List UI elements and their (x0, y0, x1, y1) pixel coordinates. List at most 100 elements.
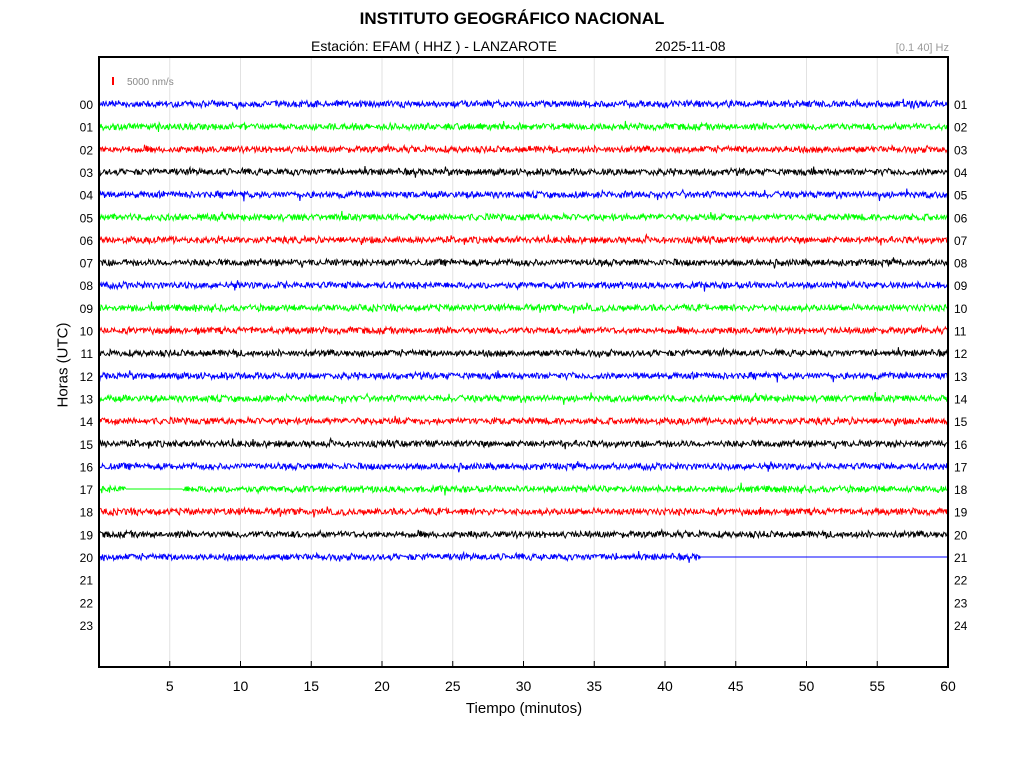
hour-label-left: 00 (80, 98, 94, 112)
trace-hour-20 (98, 550, 948, 563)
x-axis-label: Tiempo (minutos) (465, 700, 583, 717)
hour-label-left: 16 (80, 460, 94, 474)
hour-label-left: 11 (81, 347, 94, 361)
trace-segment (98, 415, 948, 427)
trace-segment (98, 436, 948, 450)
x-tick-label: 10 (233, 678, 249, 694)
hour-label-left: 14 (80, 415, 94, 429)
hour-label-right: 24 (954, 619, 968, 633)
trace-hour-19 (98, 528, 948, 540)
hour-label-left: 13 (80, 392, 94, 406)
hour-label-left: 20 (80, 551, 94, 565)
hour-label-right: 18 (954, 483, 968, 497)
hour-label-left: 15 (80, 438, 94, 452)
hour-label-right: 16 (954, 438, 968, 452)
trace-hour-00 (98, 98, 948, 111)
x-tick-label: 25 (445, 678, 461, 694)
trace-hour-09 (98, 301, 948, 314)
x-tick-label: 60 (940, 678, 956, 694)
x-tick-label: 45 (728, 678, 744, 694)
trace-hour-08 (98, 279, 948, 292)
station-label: Estación: EFAM ( HHZ ) - LANZAROTE (311, 38, 557, 54)
hour-label-left: 22 (80, 596, 94, 610)
hour-label-right: 21 (954, 551, 968, 565)
trace-hour-18 (98, 506, 948, 518)
hour-label-right: 10 (954, 302, 968, 316)
date-label: 2025-11-08 (655, 38, 726, 54)
hour-label-left: 06 (80, 234, 94, 248)
hour-label-right: 05 (954, 189, 968, 203)
hour-label-left: 05 (80, 211, 94, 225)
trace-segment (98, 370, 948, 383)
trace-segment (182, 482, 948, 496)
trace-segment (98, 346, 948, 359)
trace-hour-02 (98, 142, 948, 155)
hour-label-right: 08 (954, 257, 968, 271)
hour-label-left: 02 (80, 143, 94, 157)
hour-label-right: 04 (954, 166, 968, 180)
hour-label-left: 19 (80, 528, 94, 542)
x-tick-label: 55 (869, 678, 885, 694)
trace-segment (98, 324, 948, 336)
hour-label-right: 15 (954, 415, 968, 429)
filter-band-label: [0.1 40] Hz (895, 42, 949, 54)
trace-hour-11 (98, 346, 948, 359)
hour-label-left: 08 (80, 279, 94, 293)
x-tick-label: 50 (799, 678, 815, 694)
hour-label-left: 01 (80, 121, 94, 135)
trace-segment (98, 301, 948, 314)
hour-label-right: 22 (954, 574, 968, 588)
trace-segment (98, 142, 948, 155)
trace-segment (98, 98, 948, 111)
trace-segment (98, 188, 948, 202)
x-tick-label: 30 (516, 678, 532, 694)
hour-label-left: 09 (80, 302, 94, 316)
hour-label-right: 19 (954, 506, 968, 520)
trace-hour-07 (98, 257, 948, 269)
trace-segment (98, 392, 948, 405)
trace-segment (98, 550, 701, 563)
trace-segment (98, 461, 948, 473)
hour-label-left: 18 (80, 506, 94, 520)
trace-hour-05 (98, 210, 948, 223)
x-tick-label: 15 (303, 678, 319, 694)
chart-title: INSTITUTO GEOGRÁFICO NACIONAL (359, 9, 665, 28)
hour-label-left: 04 (80, 189, 94, 203)
trace-hour-16 (98, 461, 948, 473)
trace-segment (98, 210, 948, 223)
trace-hour-03 (98, 165, 948, 178)
hour-label-right: 11 (954, 325, 967, 339)
trace-segment (98, 257, 948, 269)
trace-hour-01 (98, 120, 948, 132)
hour-label-right: 07 (954, 234, 968, 248)
x-tick-label: 40 (657, 678, 673, 694)
trace-hour-06 (98, 233, 948, 246)
x-tick-label: 20 (374, 678, 390, 694)
hour-label-left: 17 (80, 483, 94, 497)
hour-label-right: 20 (954, 528, 968, 542)
x-tick-label: 5 (166, 678, 174, 694)
trace-segment (98, 279, 948, 292)
hour-label-left: 03 (80, 166, 94, 180)
hour-label-right: 03 (954, 143, 968, 157)
hour-label-right: 09 (954, 279, 968, 293)
hour-label-right: 13 (954, 370, 968, 384)
hour-label-left: 10 (80, 325, 94, 339)
trace-segment (98, 528, 948, 540)
hour-label-right: 06 (954, 211, 968, 225)
hour-label-right: 14 (954, 392, 968, 406)
trace-segment (98, 120, 948, 132)
trace-hour-04 (98, 188, 948, 202)
trace-segment (98, 165, 948, 178)
trace-segment (98, 506, 948, 518)
trace-hour-10 (98, 324, 948, 336)
hour-label-right: 01 (954, 98, 968, 112)
hour-label-right: 12 (954, 347, 968, 361)
x-tick-label: 35 (586, 678, 602, 694)
trace-hour-14 (98, 415, 948, 427)
hour-label-right: 02 (954, 121, 968, 135)
hour-label-right: 23 (954, 596, 968, 610)
hour-label-right: 17 (954, 460, 968, 474)
trace-segment (98, 484, 127, 494)
